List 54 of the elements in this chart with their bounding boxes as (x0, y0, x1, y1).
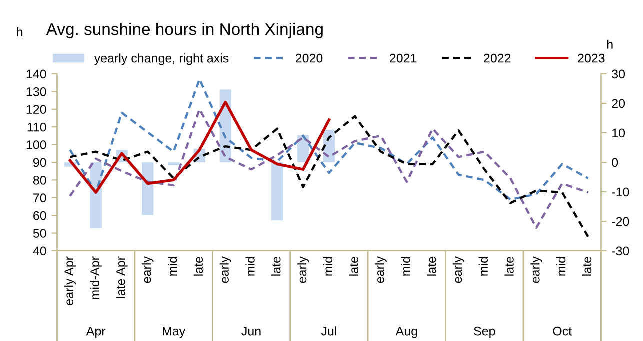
y-tick-label: 140 (26, 70, 46, 79)
x-tick-label: early (452, 256, 465, 284)
y-tick-label: 90 (33, 158, 46, 168)
x-tick-label: mid (556, 257, 566, 276)
y-tick-label: 70 (34, 194, 46, 203)
x-tick-label: late (194, 257, 204, 276)
text: Oct (553, 326, 572, 336)
x-tick-label: late Apr (116, 256, 128, 298)
y2-tick-label: -10 (612, 188, 630, 197)
x-tick-label: late (272, 257, 281, 276)
y-tick-label: 80 (33, 176, 46, 185)
y2-tick-label: 0 (612, 158, 618, 168)
legend-label: 2020 (296, 54, 323, 63)
x-tick-label: late (582, 257, 592, 276)
x-tick-label: early (297, 256, 310, 284)
x-tick-label: early (530, 256, 542, 284)
y-tick-label: 100 (26, 140, 46, 150)
y-axis-title: h (17, 27, 23, 37)
chart-title: Avg. sunshine hours in North Xinjiang (46, 23, 323, 39)
x-tick-label: mid (168, 257, 178, 276)
x-tick-label: mid (478, 257, 488, 276)
text: Apr (86, 327, 106, 338)
x-tick-label: early Apr (64, 256, 76, 306)
y-tick-label: 110 (28, 122, 46, 132)
x-tick-label: mid (246, 257, 255, 276)
text: Aug (396, 327, 418, 338)
y-tick-label: 130 (26, 87, 46, 96)
y-tick-label: 120 (26, 105, 46, 114)
x-tick-label: mid (401, 257, 410, 276)
y2-tick-label: -20 (612, 217, 630, 226)
x-tick-label: mid (323, 257, 333, 276)
y2-axis-title: h (608, 40, 613, 49)
text: Jul (321, 326, 336, 336)
y2-tick-label: -30 (612, 246, 630, 256)
x-tick-label: early (142, 256, 154, 284)
x-tick-label: late (504, 257, 514, 276)
text: May (163, 327, 186, 338)
text: Jun (242, 327, 261, 336)
y-tick-label: 60 (34, 211, 46, 220)
x-tick-label: early (220, 256, 232, 284)
legend-label: 2022 (484, 54, 511, 63)
y2-tick-label: 10 (612, 128, 626, 138)
legend-label: 2023 (578, 54, 605, 63)
x-tick-label: early (375, 256, 387, 284)
x-tick-label: late (349, 257, 358, 276)
y-tick-label: 50 (33, 229, 46, 238)
legend-label: 2021 (390, 54, 417, 63)
legend-label: yearly change, right axis (94, 54, 229, 66)
text: Sep (474, 326, 496, 338)
x-tick-label: late (427, 257, 436, 276)
y2-tick-label: 30 (612, 70, 626, 79)
x-tick-label: mid-Apr (90, 256, 102, 300)
y2-tick-label: 20 (612, 99, 626, 108)
y-tick-label: 40 (33, 246, 46, 256)
